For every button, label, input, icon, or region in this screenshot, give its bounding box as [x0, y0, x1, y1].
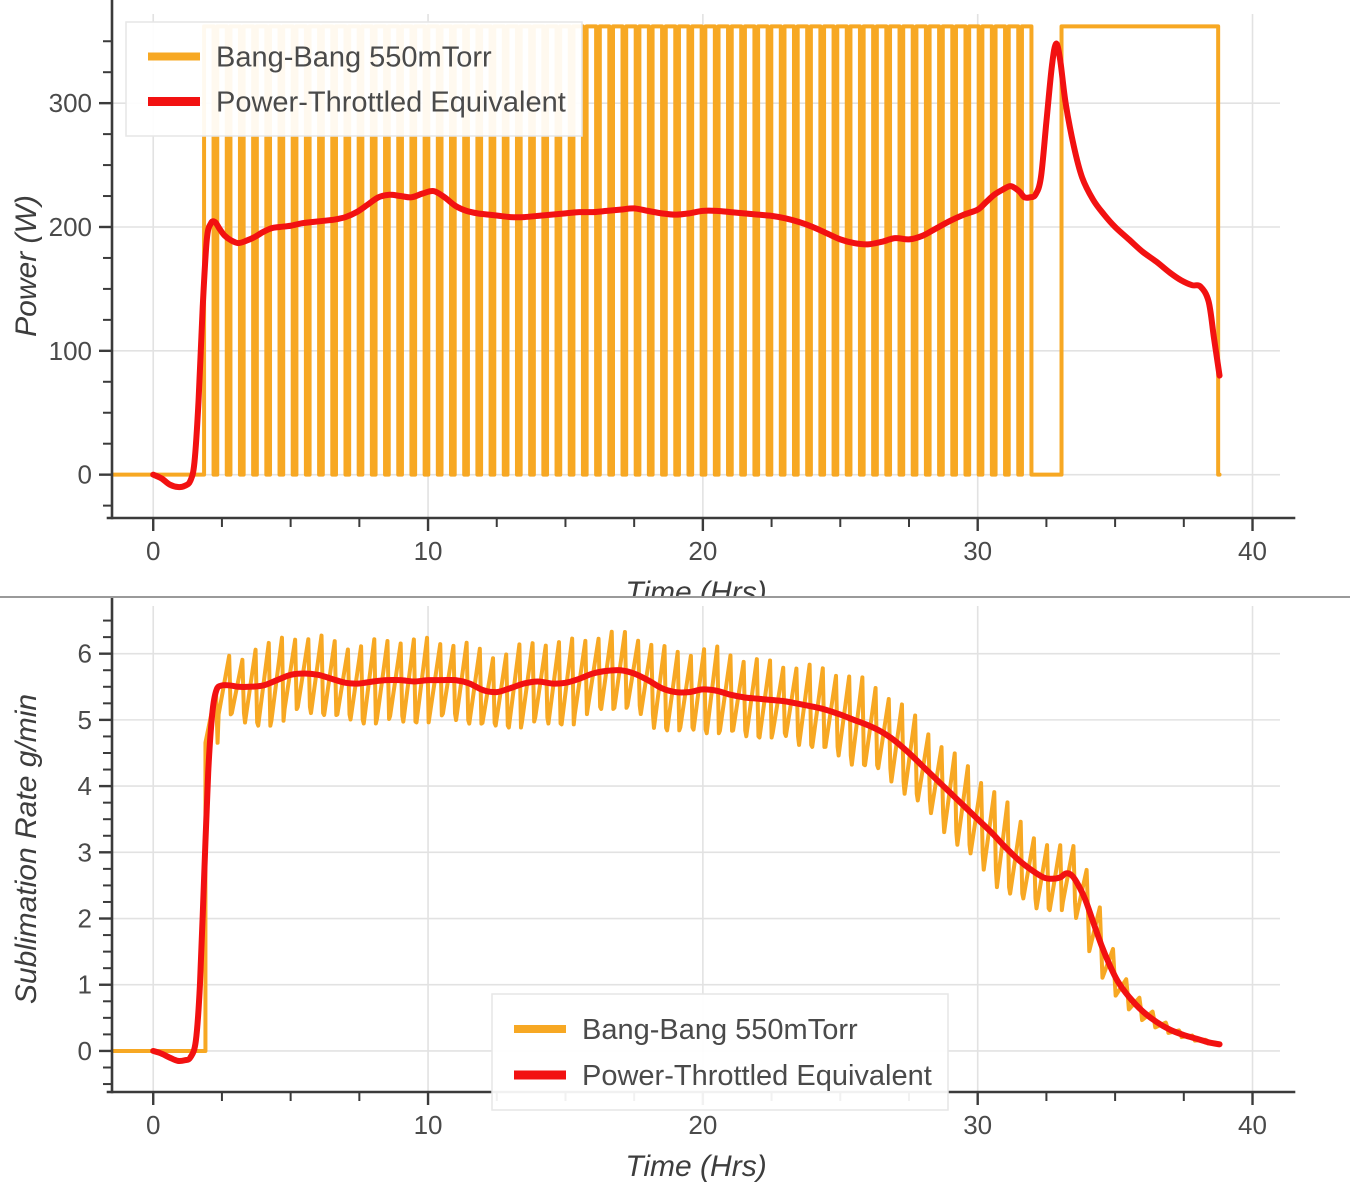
x-tick-label: 10 — [414, 536, 443, 566]
chart-legend: Bang-Bang 550mTorr Power-Throttled Equiva… — [125, 21, 583, 137]
chart-legend: Bang-Bang 550mTorr Power-Throttled Equiva… — [491, 993, 949, 1111]
legend-background — [491, 993, 949, 1111]
x-tick-label: 0 — [146, 536, 160, 566]
y-tick-label: 6 — [78, 639, 92, 669]
y-axis-title: Power (W) — [10, 195, 43, 337]
y-tick-label: 4 — [78, 771, 92, 801]
series-bangbang — [112, 629, 1223, 1053]
legend-label-bangbang: Bang-Bang 550mTorr — [216, 42, 492, 74]
series-power-throttled — [150, 40, 1223, 491]
x-tick-label: 40 — [1238, 1110, 1267, 1140]
legend-label-power-throttled: Power-Throttled Equivalent — [216, 87, 566, 119]
y-tick-label: 0 — [78, 1036, 92, 1066]
x-tick-label: 30 — [963, 536, 992, 566]
x-tick-label: 20 — [688, 536, 717, 566]
x-tick-label: 20 — [688, 1110, 717, 1140]
y-tick-label: 200 — [49, 212, 92, 242]
y-tick-label: 3 — [78, 837, 92, 867]
power-chart-svg: 0 100 200 300 0 10 20 30 40 Time (Hrs) Power (W) Ba… — [10, 0, 1296, 596]
y-tick-label: 2 — [78, 904, 92, 934]
y-tick-label: 1 — [78, 970, 92, 1000]
y-tick-label: 100 — [49, 336, 92, 366]
legend-background — [125, 21, 583, 137]
y-tick-label: 5 — [78, 705, 92, 735]
x-tick-label: 10 — [414, 1110, 443, 1140]
plot-area — [112, 629, 1223, 1065]
x-tick-label: 0 — [146, 1110, 160, 1140]
chart-panel-power: 0 100 200 300 0 10 20 30 40 Time (Hrs) Power (W) Ba… — [0, 0, 1350, 596]
y-tick-label: 0 — [78, 460, 92, 490]
legend-label-bangbang: Bang-Bang 550mTorr — [582, 1014, 858, 1046]
y-axis-title: Sublimation Rate g/min — [10, 694, 43, 1004]
chart-panel-sublimation: 0 1 2 3 4 5 6 0 10 20 30 40 Time (Hrs) Sublimation Ra… — [0, 596, 1350, 1202]
series-power-throttled — [150, 667, 1223, 1065]
y-tick-label: 300 — [49, 88, 92, 118]
x-tick-label: 40 — [1238, 536, 1267, 566]
x-tick-label: 30 — [963, 1110, 992, 1140]
sublimation-chart-svg: 0 1 2 3 4 5 6 0 10 20 30 40 Time (Hrs) Sublimation Ra… — [10, 598, 1296, 1183]
x-axis-title: Time (Hrs) — [625, 1150, 766, 1183]
x-axis-title: Time (Hrs) — [625, 576, 766, 596]
legend-label-power-throttled: Power-Throttled Equivalent — [582, 1060, 932, 1092]
